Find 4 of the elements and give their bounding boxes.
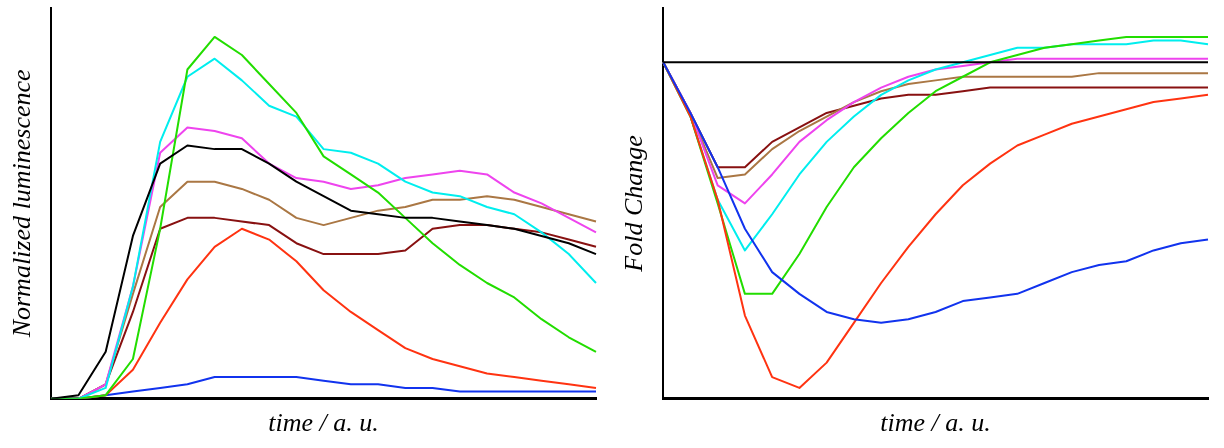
x-axis-title: time / a. u. — [268, 408, 379, 438]
y-axis-title: Normalized luminescence — [7, 69, 37, 339]
y-axis-title: Fold Change — [619, 135, 649, 273]
x-axis-title: time / a. u. — [880, 408, 991, 438]
